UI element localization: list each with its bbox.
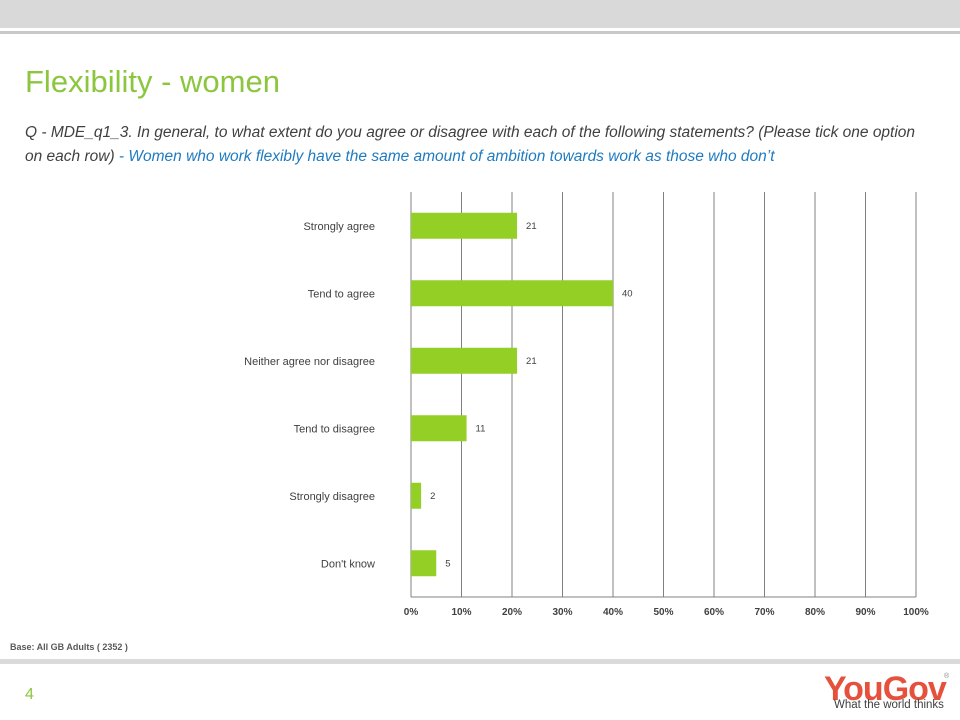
- category-label: Neither agree nor disagree: [244, 356, 375, 368]
- logo-registered-mark: ®: [944, 672, 950, 680]
- x-tick-label: 70%: [754, 607, 774, 618]
- x-tick-label: 90%: [855, 607, 875, 618]
- top-divider: [0, 31, 960, 34]
- chart-bars: [411, 212, 613, 577]
- yougov-logo: YouGov ®: [824, 670, 950, 708]
- slide-title: Flexibility - women: [25, 64, 280, 99]
- bar: [411, 482, 422, 509]
- value-labels: 21 40 21 11 2 5: [430, 221, 632, 570]
- bar: [411, 212, 518, 239]
- category-label: Strongly agree: [303, 221, 375, 233]
- value-label: 40: [622, 288, 633, 299]
- x-tick-label: 40%: [603, 607, 623, 618]
- x-tick-label: 0%: [404, 607, 419, 618]
- category-label: Tend to agree: [308, 288, 375, 300]
- x-tick-label: 100%: [903, 607, 929, 618]
- value-label: 2: [430, 491, 435, 502]
- top-bar: [0, 0, 960, 28]
- x-tick-label: 80%: [805, 607, 825, 618]
- bottom-divider: [0, 659, 960, 664]
- base-note: Base: All GB Adults ( 2352 ): [10, 642, 128, 652]
- bar: [411, 550, 437, 577]
- question-prefix: Q - MDE_q1_3. In general, to what extent…: [25, 124, 916, 165]
- x-tick-label: 30%: [552, 607, 572, 618]
- category-label: Tend to disagree: [294, 423, 375, 435]
- x-tick-labels: 0% 10% 20% 30% 40% 50% 60% 70% 80% 90% 100%: [404, 607, 929, 618]
- x-tick-label: 50%: [653, 607, 673, 618]
- logo-wordmark: YouGov: [824, 670, 947, 708]
- question-highlight: - Women who work flexibly have the same …: [114, 148, 775, 165]
- logo-tagline: What the world thinks: [834, 699, 944, 711]
- category-label: Don't know: [321, 558, 375, 570]
- bar: [411, 280, 613, 307]
- value-label: 21: [526, 221, 537, 232]
- bar-chart: Strongly agree Tend to agree Neither agree…: [244, 192, 929, 618]
- chart-gridlines: [410, 192, 917, 598]
- value-label: 21: [526, 356, 537, 367]
- bar: [411, 415, 467, 442]
- page-number: 4: [25, 686, 34, 703]
- x-tick-label: 20%: [502, 607, 522, 618]
- x-tick-label: 60%: [704, 607, 724, 618]
- value-label: 11: [476, 423, 486, 434]
- category-labels: Strongly agree Tend to agree Neither agree…: [244, 221, 375, 571]
- value-label: 5: [445, 558, 450, 569]
- x-tick-label: 10%: [451, 607, 471, 618]
- bar: [411, 347, 518, 374]
- category-label: Strongly disagree: [289, 491, 375, 503]
- question-text: Q - MDE_q1_3. In general, to what extent…: [25, 121, 925, 169]
